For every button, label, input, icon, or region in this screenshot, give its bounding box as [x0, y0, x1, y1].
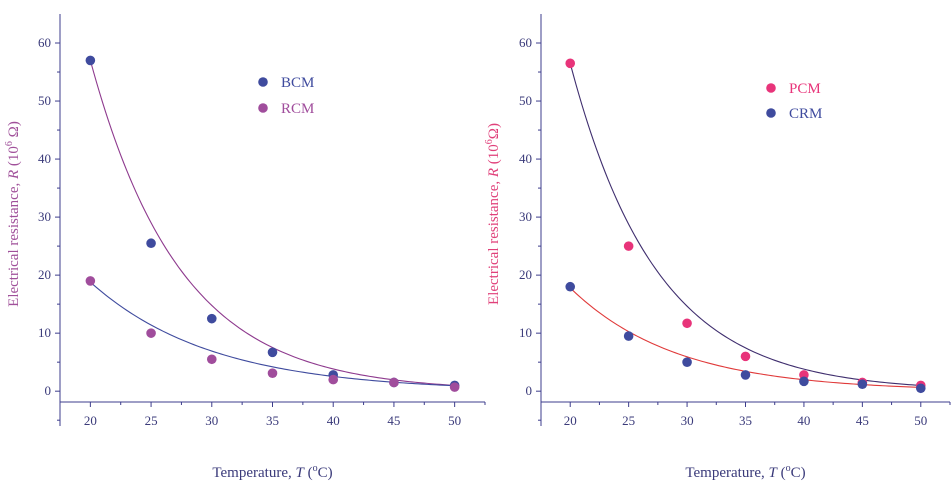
x-tick-label: 20 [564, 413, 577, 428]
data-point-rcm [389, 377, 399, 388]
legend-label-crm: CRM [789, 106, 822, 122]
x-tick-label: 25 [622, 413, 635, 428]
x-tick-label: 30 [681, 413, 694, 428]
data-point-rcm [85, 276, 96, 286]
data-point-rcm [146, 328, 156, 338]
y-tick-label: 30 [519, 209, 532, 224]
y-tick-label: 10 [519, 325, 532, 340]
data-point-rcm [328, 374, 339, 385]
data-point-crm [799, 376, 809, 387]
data-point-crm [740, 370, 751, 380]
fit-curve-bcm [89, 60, 455, 386]
fit-curve-pcm [569, 63, 921, 387]
y-tick-label: 30 [38, 209, 51, 224]
legend-marker-rcm [258, 103, 268, 113]
data-point-pcm [565, 58, 576, 69]
data-point-rcm [206, 354, 217, 365]
x-tick-label: 50 [914, 413, 927, 428]
chart-1: 0 10 20 30 40 50 60 20 25 30 35 40 45 50 BCM RCM Tempera… [4, 14, 486, 481]
y-tick-label: 60 [38, 35, 51, 50]
x-tick-label: 35 [739, 413, 752, 428]
data-point-bcm [146, 238, 156, 249]
x-tick-label: 45 [387, 413, 400, 428]
data-point-rcm [449, 382, 460, 392]
data-point-crm [623, 331, 634, 341]
y-tick-label: 10 [38, 325, 51, 340]
x-tick-label: 40 [797, 413, 810, 428]
x-tick-label: 20 [84, 413, 97, 428]
data-point-bcm [206, 313, 217, 324]
y-tick-label: 40 [38, 151, 51, 166]
y-tick-label: 60 [519, 35, 532, 50]
legend-label-pcm: PCM [789, 81, 821, 97]
x-tick-label: 30 [205, 413, 218, 428]
y-axis-title: Electrical resistance, R (106 Ω) [4, 121, 22, 307]
y-tick-label: 20 [519, 267, 532, 282]
y-tick-label: 50 [38, 93, 51, 108]
y-tick-label: 0 [45, 383, 52, 398]
x-axis-title: Temperature, T (oC) [685, 463, 805, 481]
legend-marker-crm [766, 108, 776, 118]
legend-marker-pcm [766, 83, 776, 93]
x-tick-label: 40 [327, 413, 340, 428]
data-point-crm [915, 383, 926, 394]
data-point-crm [857, 379, 868, 390]
data-point-bcm [267, 347, 278, 358]
y-tick-label: 50 [519, 93, 532, 108]
y-axis-title: Electrical resistance, R (106Ω) [484, 123, 502, 305]
legend-marker-bcm [258, 77, 268, 87]
chart-2: 0 10 20 30 40 50 60 20 25 30 35 40 45 50 PCM CRM Tempera… [484, 14, 951, 481]
x-tick-label: 35 [266, 413, 279, 428]
y-tick-label: 20 [38, 267, 51, 282]
x-tick-label: 50 [448, 413, 461, 428]
y-tick-label: 40 [519, 151, 532, 166]
data-point-rcm [267, 368, 278, 378]
data-point-pcm [682, 318, 692, 329]
legend-label-bcm: BCM [281, 75, 314, 91]
data-point-pcm [623, 241, 634, 251]
legend-label-rcm: RCM [281, 101, 314, 117]
y-tick-label: 0 [526, 383, 533, 398]
x-tick-label: 45 [856, 413, 869, 428]
x-tick-label: 25 [145, 413, 158, 428]
data-point-bcm [85, 55, 96, 66]
data-point-pcm [740, 351, 751, 362]
data-point-crm [682, 357, 692, 367]
x-axis-title: Temperature, T (oC) [212, 463, 332, 481]
data-point-crm [565, 281, 576, 292]
